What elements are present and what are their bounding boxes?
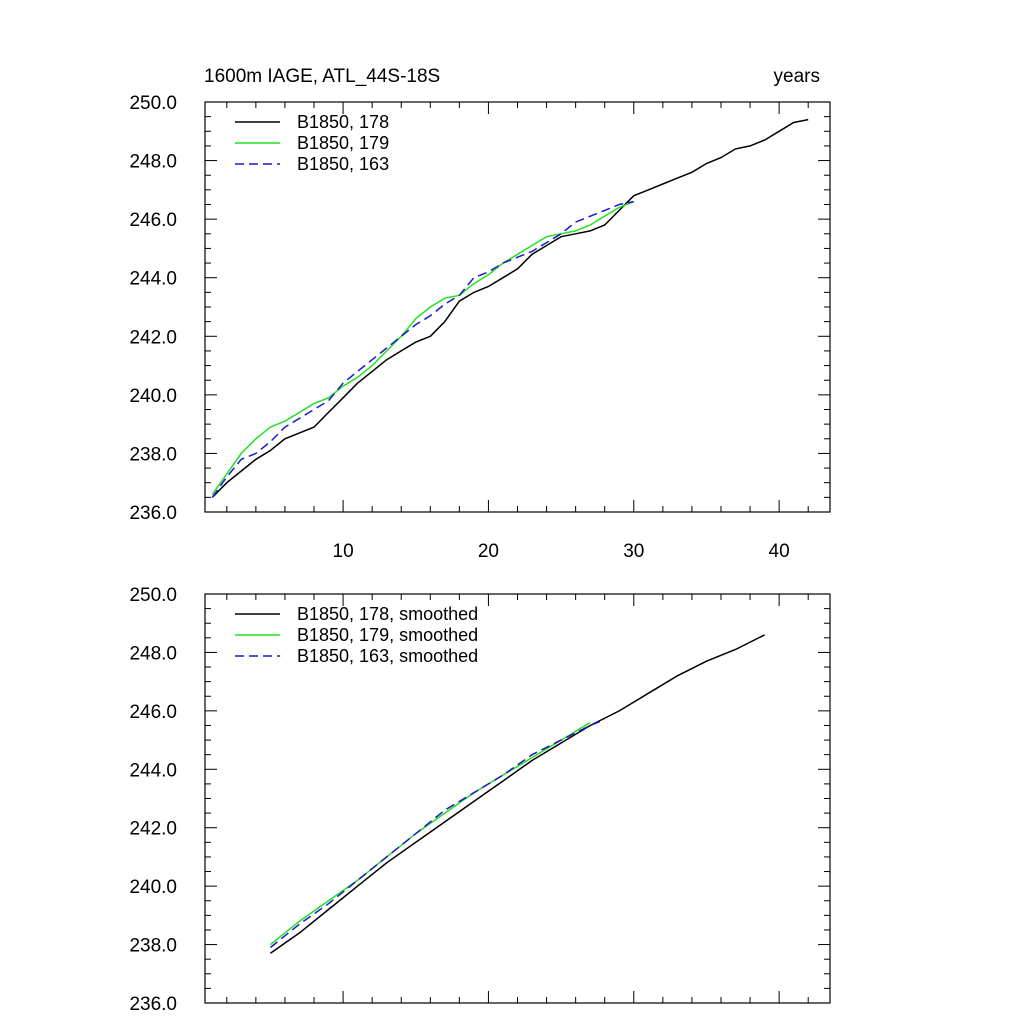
legend-entry: B1850, 163 (297, 154, 389, 174)
legend-entry: B1850, 178, smoothed (297, 604, 478, 624)
y-tick-label: 244.0 (129, 269, 177, 290)
series-line (269, 721, 591, 946)
y-tick-label: 238.0 (129, 936, 177, 957)
y-tick-label: 244.0 (129, 760, 177, 781)
y-tick-label: 248.0 (129, 643, 177, 664)
top-panel: 236.0 238.0 240.0 242.0 244.0 246.0 248.0 250.0… (129, 93, 831, 562)
legend-entry: B1850, 179, smoothed (297, 625, 478, 645)
series-line (269, 634, 765, 954)
series-line (269, 718, 605, 949)
y-tick-label: 246.0 (129, 702, 177, 723)
y-tick-label: 250.0 (129, 93, 177, 114)
series-line (211, 118, 809, 498)
y-tick-label: 242.0 (129, 327, 177, 348)
y-tick-label: 236.0 (129, 994, 177, 1015)
chart-subtitle: years (774, 66, 820, 87)
y-tick-label: 238.0 (129, 444, 177, 465)
legend-entry: B1850, 179 (297, 133, 389, 153)
x-tick-label: 10 (333, 541, 354, 562)
y-tick-label: 246.0 (129, 210, 177, 231)
x-tick-label: 40 (769, 541, 790, 562)
bottom-panel: 236.0 238.0 240.0 242.0 244.0 246.0 248.0 250.0… (129, 585, 831, 1015)
y-tick-label: 240.0 (129, 386, 177, 407)
legend-entry: B1850, 163, smoothed (297, 646, 478, 666)
series-line (211, 200, 635, 495)
y-tick-label: 242.0 (129, 819, 177, 840)
legend-entry: B1850, 178 (297, 112, 389, 132)
y-tick-label: 236.0 (129, 503, 177, 524)
series-line (211, 200, 634, 498)
y-tick-label: 240.0 (129, 877, 177, 898)
y-tick-label: 250.0 (129, 585, 177, 606)
y-tick-label: 248.0 (129, 152, 177, 173)
chart-title: 1600m IAGE, ATL_44S-18S (204, 66, 440, 87)
x-tick-label: 30 (623, 541, 644, 562)
x-tick-label: 20 (478, 541, 499, 562)
